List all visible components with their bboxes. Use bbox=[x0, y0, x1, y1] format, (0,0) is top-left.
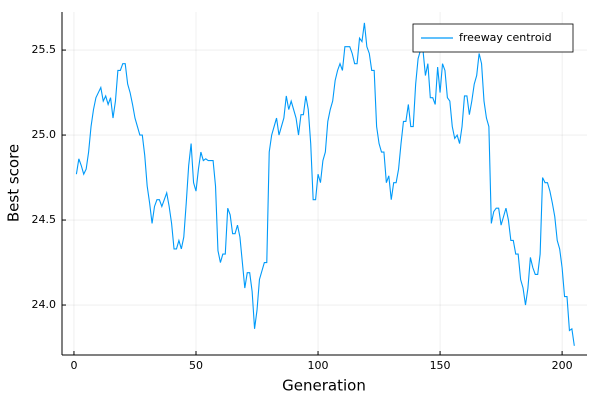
x-axis-title: Generation bbox=[282, 377, 366, 395]
x-tick-label: 100 bbox=[308, 359, 329, 372]
x-tick-label: 50 bbox=[189, 359, 203, 372]
y-tick-label: 25.0 bbox=[32, 128, 57, 141]
x-tick-label: 0 bbox=[70, 359, 77, 372]
y-tick-label: 25.5 bbox=[32, 43, 57, 56]
x-tick-label: 150 bbox=[430, 359, 451, 372]
y-axis-title: Best score bbox=[5, 144, 23, 222]
y-tick-label: 24.0 bbox=[32, 298, 57, 311]
data-line bbox=[75, 22, 575, 346]
legend-label: freeway centroid bbox=[459, 31, 552, 44]
x-tick-label: 200 bbox=[552, 359, 573, 372]
y-tick-label: 24.5 bbox=[32, 213, 57, 226]
